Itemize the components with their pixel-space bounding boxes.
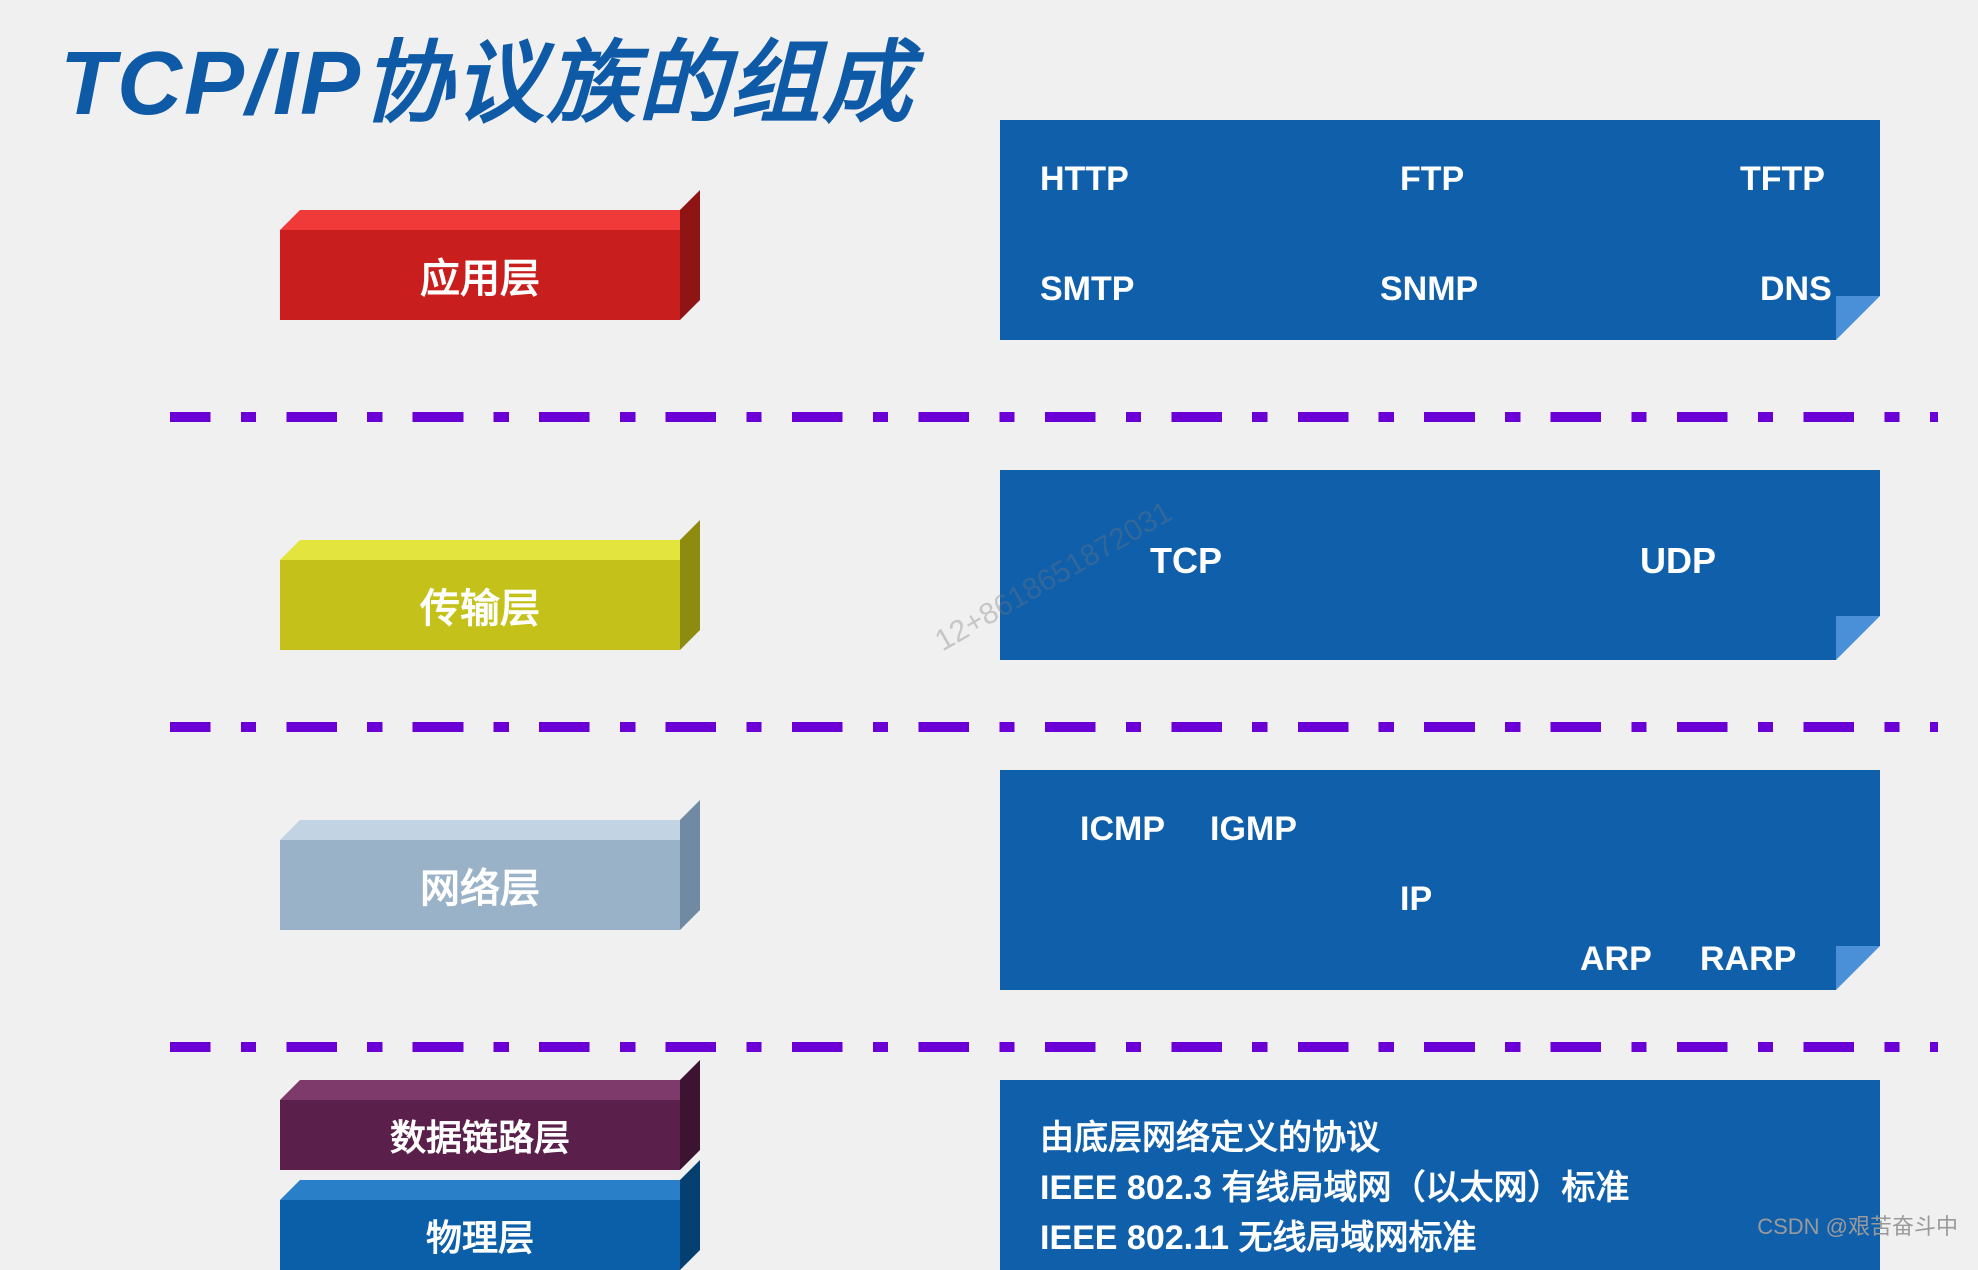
protocol-label: IGMP: [1210, 810, 1297, 849]
protocol-label: SNMP: [1380, 270, 1478, 309]
protocol-label: IP: [1400, 880, 1432, 919]
divider-2: [170, 722, 1938, 732]
layer-block-network: 网络层: [280, 840, 680, 930]
page-title: TCP/IP协议族的组成: [60, 10, 914, 140]
layer-block-physical: 物理层: [280, 1200, 680, 1270]
layer-label: 应用层: [420, 246, 540, 304]
protocol-label: HTTP: [1040, 160, 1129, 199]
protocol-label: IEEE 802.11 无线局域网标准: [1040, 1210, 1477, 1259]
fold-icon: [1836, 296, 1880, 340]
protocol-label: 由底层网络定义的协议: [1040, 1110, 1380, 1159]
layer-block-transport: 传输层: [280, 560, 680, 650]
protocol-label: TFTP: [1740, 160, 1825, 199]
protocol-label: ARP: [1580, 940, 1652, 979]
footer-credit: CSDN @艰苦奋斗中: [1757, 1209, 1958, 1241]
slide: TCP/IP协议族的组成 应用层 传输层 网络层 数据链路层 物理层 12+86…: [0, 0, 1978, 1251]
layer-label: 传输层: [420, 576, 540, 634]
layer-block-application: 应用层: [280, 230, 680, 320]
protocol-label: TCP: [1150, 540, 1222, 582]
protocol-label: SMTP: [1040, 270, 1134, 309]
protocol-label: FTP: [1400, 160, 1464, 199]
fold-icon: [1836, 616, 1880, 660]
divider-1: [170, 412, 1938, 422]
layer-label: 网络层: [420, 856, 540, 914]
fold-icon: [1836, 946, 1880, 990]
protocol-label: IEEE 802.3 有线局域网（以太网）标准: [1040, 1160, 1629, 1209]
layer-block-datalink: 数据链路层: [280, 1100, 680, 1170]
protocol-label: UDP: [1640, 540, 1716, 582]
layer-label: 数据链路层: [390, 1109, 570, 1161]
protocol-label: RARP: [1700, 940, 1796, 979]
divider-3: [170, 1042, 1938, 1052]
protocol-label: DNS: [1760, 270, 1832, 309]
layer-label: 物理层: [426, 1209, 534, 1261]
protocol-label: ICMP: [1080, 810, 1165, 849]
panel-transport: [1000, 470, 1880, 660]
